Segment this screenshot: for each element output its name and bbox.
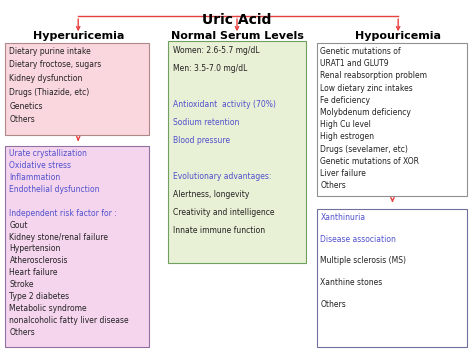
Text: Drugs (sevelamer, etc): Drugs (sevelamer, etc) (320, 145, 408, 154)
Text: Molybdenum deficiency: Molybdenum deficiency (320, 108, 411, 117)
Text: Genetic mutations of XOR: Genetic mutations of XOR (320, 157, 419, 166)
Text: Innate immune function: Innate immune function (173, 226, 265, 235)
Text: Normal Serum Levels: Normal Serum Levels (171, 31, 303, 41)
Text: Kidney stone/renal failure: Kidney stone/renal failure (9, 233, 109, 242)
Text: Stroke: Stroke (9, 280, 34, 289)
Text: Gout: Gout (9, 221, 28, 230)
Text: Genetic mutations of: Genetic mutations of (320, 47, 401, 56)
Text: Endothelial dysfunction: Endothelial dysfunction (9, 185, 100, 194)
Text: Others: Others (9, 328, 35, 337)
Text: Xanthinuria: Xanthinuria (320, 213, 365, 222)
Text: Evolutionary advantages:: Evolutionary advantages: (173, 172, 272, 181)
Text: Women: 2.6-5.7 mg/dL: Women: 2.6-5.7 mg/dL (173, 46, 260, 55)
FancyBboxPatch shape (317, 209, 467, 347)
Text: Alertness, longevity: Alertness, longevity (173, 190, 249, 199)
Text: Dietary froctose, sugars: Dietary froctose, sugars (9, 60, 102, 69)
Text: Independent risk factor for :: Independent risk factor for : (9, 209, 117, 218)
Text: Dietary purine intake: Dietary purine intake (9, 47, 91, 56)
Text: Fe deficiency: Fe deficiency (320, 96, 370, 105)
FancyBboxPatch shape (317, 43, 467, 196)
FancyBboxPatch shape (168, 41, 306, 263)
Text: Blood pressure: Blood pressure (173, 136, 230, 145)
Text: Multiple sclerosis (MS): Multiple sclerosis (MS) (320, 256, 406, 265)
Text: Hypertension: Hypertension (9, 244, 61, 253)
Text: Xanthine stones: Xanthine stones (320, 278, 383, 287)
Text: Others: Others (320, 300, 346, 309)
Text: Liver failure: Liver failure (320, 169, 366, 178)
Text: Atherosclerosis: Atherosclerosis (9, 256, 68, 265)
Text: Renal reabsorption problem: Renal reabsorption problem (320, 71, 428, 80)
FancyBboxPatch shape (5, 43, 149, 135)
Text: Metabolic syndrome: Metabolic syndrome (9, 304, 87, 313)
Text: Kidney dysfunction: Kidney dysfunction (9, 74, 83, 83)
Text: Inflammation: Inflammation (9, 173, 61, 182)
Text: Antioxidant  activity (70%): Antioxidant activity (70%) (173, 100, 276, 109)
Text: Creativity and intelligence: Creativity and intelligence (173, 208, 274, 217)
Text: Sodium retention: Sodium retention (173, 118, 239, 127)
Text: Disease association: Disease association (320, 235, 396, 244)
Text: Men: 3.5-7.0 mg/dL: Men: 3.5-7.0 mg/dL (173, 64, 247, 73)
Text: Hyperuricemia: Hyperuricemia (33, 31, 124, 41)
Text: Type 2 diabetes: Type 2 diabetes (9, 292, 70, 301)
Text: Low dietary zinc intakes: Low dietary zinc intakes (320, 84, 413, 93)
Text: nonalcoholic fatty liver disease: nonalcoholic fatty liver disease (9, 316, 129, 325)
Text: High estrogen: High estrogen (320, 132, 374, 141)
Text: Hypouricemia: Hypouricemia (355, 31, 441, 41)
Text: Urate crystallization: Urate crystallization (9, 149, 87, 158)
Text: Drugs (Thiazide, etc): Drugs (Thiazide, etc) (9, 88, 90, 97)
Text: Genetics: Genetics (9, 102, 43, 111)
FancyBboxPatch shape (5, 146, 149, 347)
Text: Uric Acid: Uric Acid (202, 13, 272, 27)
Text: Others: Others (9, 115, 35, 124)
Text: Oxidative stress: Oxidative stress (9, 161, 72, 170)
Text: Heart failure: Heart failure (9, 268, 58, 277)
Text: URAT1 and GLUT9: URAT1 and GLUT9 (320, 59, 389, 68)
Text: Others: Others (320, 181, 346, 190)
Text: High Cu level: High Cu level (320, 120, 371, 129)
